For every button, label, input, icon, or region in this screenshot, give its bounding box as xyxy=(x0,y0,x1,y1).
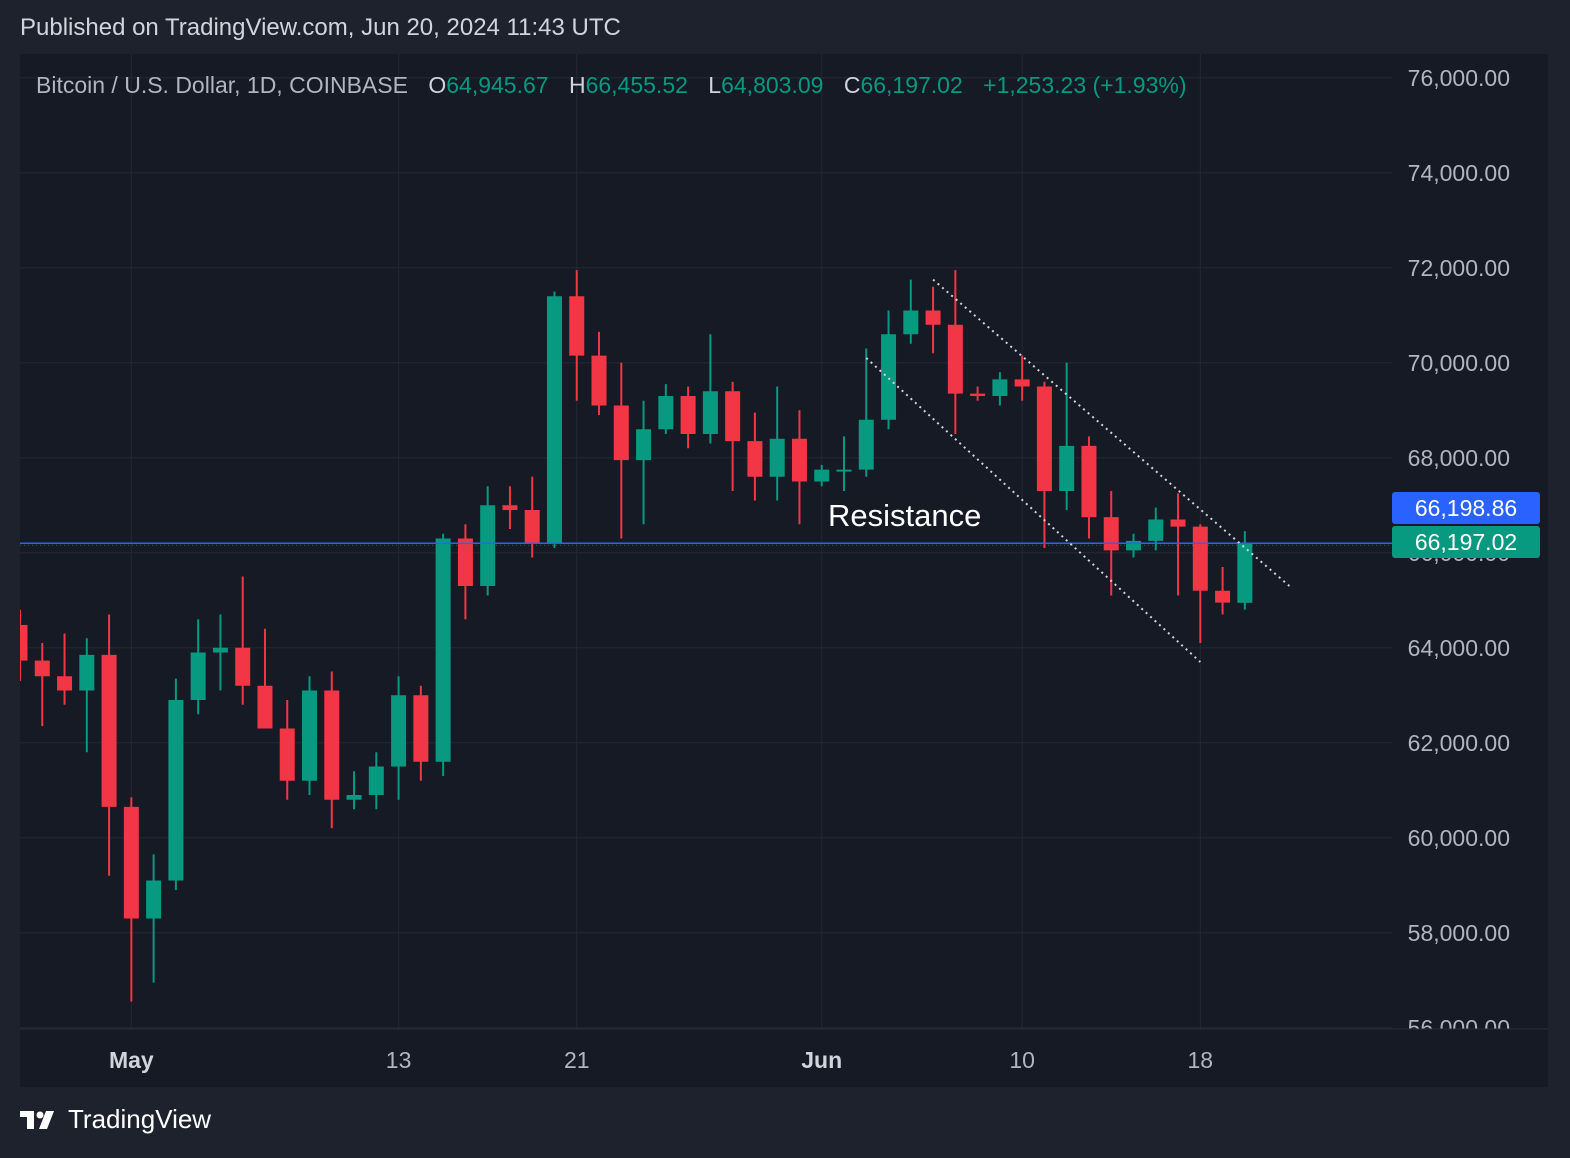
candle-body xyxy=(970,393,986,396)
candle-body xyxy=(457,538,473,586)
candle-body xyxy=(257,685,273,729)
x-tick-label: Jun xyxy=(801,1047,842,1073)
candle-body xyxy=(702,391,718,434)
x-tick-label: 18 xyxy=(1188,1047,1214,1073)
candle-body xyxy=(1081,445,1097,518)
y-tick-label: 76,000.00 xyxy=(1408,65,1510,91)
x-tick-label: 21 xyxy=(564,1047,590,1073)
candle-body xyxy=(190,652,206,700)
y-tick-label: 70,000.00 xyxy=(1408,350,1510,376)
candle-body xyxy=(747,441,763,477)
candle-body xyxy=(636,429,652,461)
candle-body xyxy=(123,806,139,919)
candle-body xyxy=(435,538,451,762)
candle-body xyxy=(925,310,941,325)
y-tick-label: 64,000.00 xyxy=(1408,635,1510,661)
candle-body xyxy=(546,296,562,544)
candle-body xyxy=(791,438,807,482)
y-tick-label: 58,000.00 xyxy=(1408,920,1510,946)
candle-body xyxy=(836,469,852,472)
candle-body xyxy=(814,469,830,482)
candle-body xyxy=(1103,517,1119,551)
low-value: 64,803.09 xyxy=(721,72,824,98)
candle-body xyxy=(79,654,95,691)
tradingview-logo-icon xyxy=(20,1110,54,1129)
candle-body xyxy=(725,391,741,442)
candle-body xyxy=(302,690,318,781)
high-value: 66,455.52 xyxy=(585,72,688,98)
ohlc-legend: Bitcoin / U.S. Dollar, 1D, COINBASE O64,… xyxy=(36,72,1186,99)
candle-body xyxy=(413,695,429,762)
x-tick-label: 13 xyxy=(386,1047,412,1073)
y-tick-label: 62,000.00 xyxy=(1408,730,1510,756)
close-value: 66,197.02 xyxy=(860,72,963,98)
candle-body xyxy=(1036,386,1052,491)
candle-body xyxy=(57,676,73,691)
candle-body xyxy=(101,654,117,807)
candle-body xyxy=(20,624,28,661)
candle-body xyxy=(279,728,295,781)
low-label: L xyxy=(708,72,722,98)
candle-body xyxy=(368,766,384,795)
candle-body xyxy=(858,419,874,470)
x-tick-label: 10 xyxy=(1009,1047,1035,1073)
candle-body xyxy=(658,396,674,430)
brand-name: TradingView xyxy=(68,1104,212,1134)
y-tick-label: 60,000.00 xyxy=(1408,825,1510,851)
candle-body xyxy=(1014,379,1030,387)
candle-body xyxy=(1059,445,1075,491)
candle-body xyxy=(1215,590,1231,603)
published-header: Published on TradingView.com, Jun 20, 20… xyxy=(20,14,621,41)
change-value: +1,253.23 (+1.93%) xyxy=(983,72,1187,98)
candle-body xyxy=(324,690,340,800)
candle-body xyxy=(146,880,162,919)
candle-body xyxy=(168,700,184,881)
candle-body xyxy=(591,355,607,406)
y-tick-label: 74,000.00 xyxy=(1408,160,1510,186)
resistance-price-tag: 66,198.86 xyxy=(1392,492,1540,524)
symbol-label: Bitcoin / U.S. Dollar, 1D, COINBASE xyxy=(36,72,408,98)
candle-body xyxy=(391,695,407,767)
candle-body xyxy=(346,795,362,800)
candle-body xyxy=(502,505,518,510)
candle-body xyxy=(992,379,1008,396)
candle-body xyxy=(947,324,963,394)
y-tick-label: 68,000.00 xyxy=(1408,445,1510,471)
candle-body xyxy=(613,405,629,461)
last-price-tag: 66,197.02 xyxy=(1392,526,1540,558)
high-label: H xyxy=(568,72,586,98)
candle-body xyxy=(569,296,585,356)
x-tick-label: May xyxy=(109,1047,154,1073)
candle-body xyxy=(903,310,919,335)
candle-body xyxy=(1170,519,1186,527)
candle-body xyxy=(1126,540,1141,551)
tradingview-brand[interactable]: TradingView xyxy=(20,1104,211,1135)
candle-body xyxy=(680,396,696,434)
candlestick-chart[interactable]: 76,000.00 74,000.00 72,000.00 70,000.00 68,0… xyxy=(20,54,1548,1087)
y-tick-label: 72,000.00 xyxy=(1408,255,1510,281)
open-value: 64,945.67 xyxy=(446,72,549,98)
candle-body xyxy=(524,510,540,544)
resistance-annotation: Resistance xyxy=(828,498,982,533)
candle-body xyxy=(769,438,785,477)
candle-body xyxy=(1148,519,1164,541)
candle-body xyxy=(1237,543,1253,603)
open-label: O xyxy=(428,72,447,98)
chart-frame[interactable]: 76,000.00 74,000.00 72,000.00 70,000.00 68,0… xyxy=(20,54,1548,1087)
candle-body xyxy=(235,647,251,686)
candle-body xyxy=(881,334,897,420)
candle-body xyxy=(212,647,228,653)
close-label: C xyxy=(843,72,861,98)
candle-body xyxy=(480,505,496,586)
channel-upper-line xyxy=(932,278,1291,587)
candle-body xyxy=(1192,526,1208,591)
candle-body xyxy=(34,660,50,677)
axis-mask xyxy=(1392,1029,1548,1087)
